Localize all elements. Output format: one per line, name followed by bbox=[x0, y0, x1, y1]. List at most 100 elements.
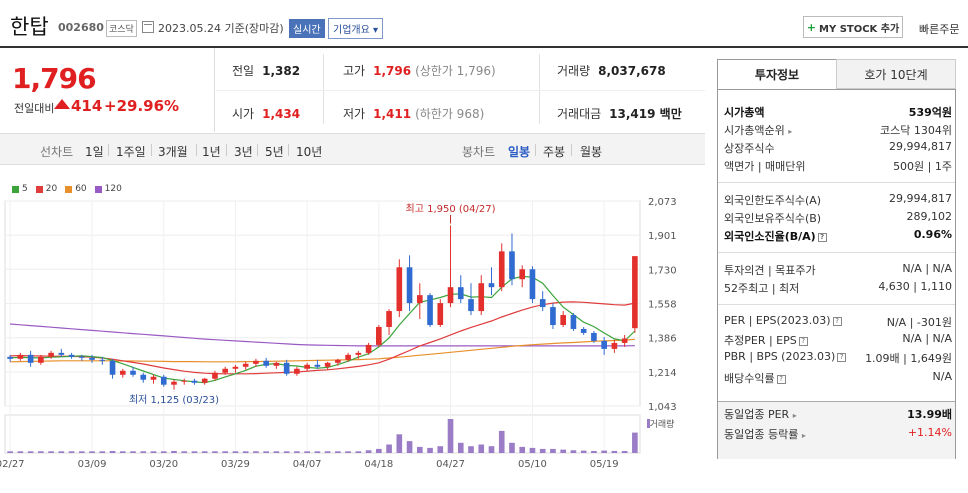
volume-bar bbox=[191, 451, 198, 453]
volume-bar bbox=[621, 450, 628, 453]
tab-order-book[interactable]: 호가 10단계 bbox=[836, 59, 956, 89]
candle-chart-tab[interactable]: 봉차트 bbox=[462, 145, 496, 159]
candle-body bbox=[191, 380, 198, 383]
market-badge: 코스닥 bbox=[106, 20, 137, 37]
volume-bar bbox=[437, 446, 444, 453]
volume-bar bbox=[109, 450, 116, 453]
help-icon[interactable]: ? bbox=[832, 316, 842, 326]
price-panel: 1,796 전일대비 414 +29.96% bbox=[0, 48, 215, 132]
help-icon[interactable]: ? bbox=[837, 352, 847, 362]
volume-bar bbox=[48, 451, 54, 453]
volume-bar bbox=[68, 451, 75, 453]
volume-bar bbox=[242, 451, 249, 453]
tab-period[interactable]: 1년 bbox=[202, 145, 221, 159]
candle-body bbox=[468, 299, 474, 312]
y-tick-label: 1,043 bbox=[648, 402, 677, 413]
realtime-badge[interactable]: 실시간 bbox=[289, 19, 325, 38]
legend-item: 120 bbox=[94, 184, 122, 194]
candle-body bbox=[621, 338, 628, 343]
high-price: 고가 1,796 (상한가 1,796) bbox=[343, 64, 496, 78]
tab-invest-info[interactable]: 투자정보 bbox=[717, 59, 837, 89]
candle-body bbox=[447, 287, 454, 304]
tab-weekly[interactable]: 주봉 bbox=[543, 145, 566, 159]
volume-bar bbox=[212, 451, 218, 453]
volume-bar bbox=[416, 446, 423, 453]
tab-divider bbox=[288, 144, 289, 156]
candle-body bbox=[335, 359, 341, 363]
sector-block bbox=[718, 401, 955, 459]
section-divider bbox=[718, 401, 955, 402]
volume-bar bbox=[519, 446, 526, 453]
ma5-line bbox=[10, 275, 636, 384]
candle-body bbox=[601, 340, 607, 349]
legend-item: 60 bbox=[65, 184, 87, 194]
candle-body bbox=[38, 356, 44, 363]
candle-body bbox=[232, 366, 239, 369]
candle-body bbox=[570, 315, 577, 329]
caret-icon: ▸ bbox=[801, 431, 806, 440]
per-row: PER | EPS(2023.03)? N/A | -301원 bbox=[724, 314, 952, 329]
tab-daily[interactable]: 일봉 bbox=[508, 145, 531, 159]
y-tick-label: 1,214 bbox=[648, 368, 677, 379]
volume-bar bbox=[529, 447, 536, 453]
caret-icon: ▸ bbox=[788, 127, 793, 136]
volume-bar bbox=[78, 451, 85, 453]
volume-bar bbox=[160, 451, 167, 453]
tab-period[interactable]: 10년 bbox=[296, 145, 323, 159]
volume: 거래량 8,037,678 bbox=[557, 64, 666, 78]
help-icon[interactable]: ? bbox=[776, 374, 786, 384]
add-mystock-button[interactable]: + MY STOCK 추가 bbox=[803, 16, 903, 38]
volume-bar bbox=[601, 450, 607, 453]
legend-item: 20 bbox=[35, 184, 57, 194]
volume-bar bbox=[580, 450, 587, 453]
tab-period[interactable]: 1주일 bbox=[116, 145, 146, 159]
help-icon[interactable]: ? bbox=[798, 336, 808, 346]
high-annotation: 최고 1,950 (04/27) bbox=[406, 203, 496, 215]
candle-body bbox=[376, 326, 382, 345]
candle-body bbox=[478, 283, 485, 312]
tab-monthly[interactable]: 월봉 bbox=[580, 145, 603, 159]
x-tick-label: 03/29 bbox=[221, 459, 250, 470]
quick-order-link[interactable]: 빠른주문 bbox=[919, 23, 960, 36]
tab-period[interactable]: 3년 bbox=[234, 145, 253, 159]
volume-bar bbox=[345, 451, 351, 453]
tab-divider bbox=[535, 144, 536, 156]
caret-icon: ▸ bbox=[792, 411, 797, 420]
volume-bar bbox=[468, 446, 474, 453]
volume-bar bbox=[201, 451, 208, 453]
candle-body bbox=[632, 256, 638, 329]
legend-swatch bbox=[65, 185, 73, 193]
section-divider bbox=[718, 304, 955, 305]
help-icon[interactable]: ? bbox=[817, 232, 827, 242]
volume-bar bbox=[119, 451, 126, 453]
candle-body bbox=[78, 356, 85, 358]
candlestick-chart[interactable]: 1,043 1,214 1,386 1,558 1,730 1,901 2,073 02/27… bbox=[0, 165, 705, 493]
stock-header: 한탑 002680 코스닥 2023.05.24 기준(장마감) 실시간 기업개… bbox=[0, 0, 968, 52]
candle-body bbox=[273, 362, 280, 366]
y-tick-label: 1,386 bbox=[648, 334, 677, 345]
company-overview-button[interactable]: 기업개요 ▾ bbox=[328, 18, 384, 39]
open-price: 시가 1,434 bbox=[232, 107, 301, 121]
candle-body bbox=[109, 360, 116, 375]
candle-body bbox=[580, 328, 587, 333]
header-divider bbox=[0, 46, 968, 48]
candle-body bbox=[130, 370, 136, 375]
y-tick-label: 2,073 bbox=[648, 197, 677, 208]
candle-body bbox=[7, 356, 13, 359]
candle-body bbox=[304, 364, 310, 369]
volume-bar bbox=[89, 451, 95, 453]
dividend-row: 배당수익률? N/A bbox=[724, 370, 952, 385]
candle-body bbox=[119, 370, 126, 375]
tab-divider bbox=[257, 144, 258, 156]
quote-row-divider bbox=[216, 90, 705, 91]
line-chart-tab[interactable]: 선차트 bbox=[40, 145, 74, 159]
price-change-percent: +29.96% bbox=[104, 97, 180, 115]
tab-period[interactable]: 5년 bbox=[265, 145, 284, 159]
tab-period[interactable]: 1일 bbox=[85, 145, 104, 159]
volume-bar bbox=[488, 446, 495, 453]
volume-bar bbox=[99, 451, 106, 453]
x-tick-label: 04/07 bbox=[293, 459, 322, 470]
volume-bar bbox=[314, 451, 321, 453]
candle-body bbox=[314, 364, 321, 367]
tab-period[interactable]: 3개월 bbox=[158, 145, 188, 159]
